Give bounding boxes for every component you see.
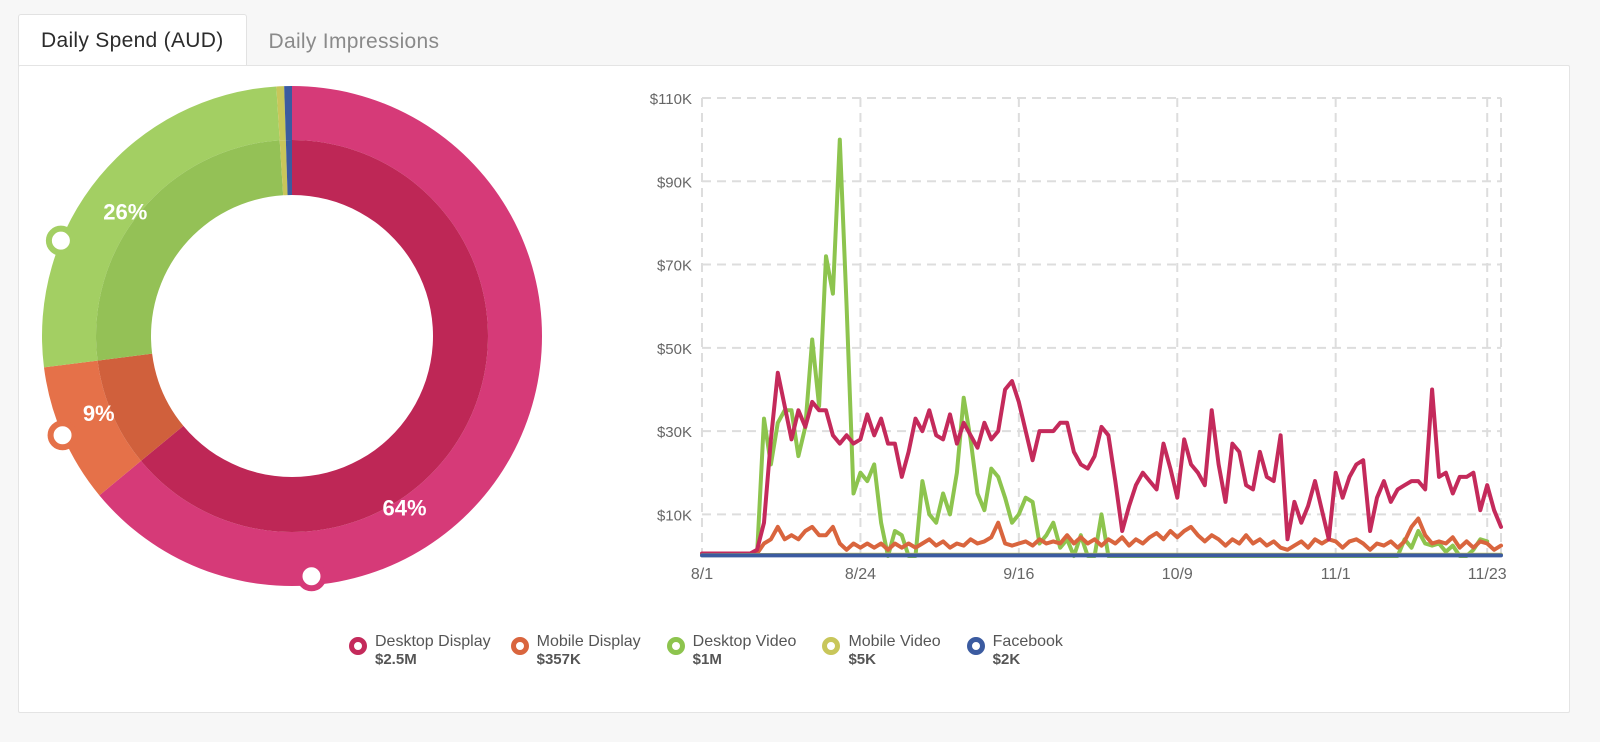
legend-item-desktop-video[interactable]: Desktop Video $1M: [666, 633, 797, 669]
donut-slice-outer: [276, 86, 286, 141]
legend-value: $2K: [992, 651, 1021, 668]
legend-value: $357K: [536, 651, 581, 668]
legend-item-mobile-video[interactable]: Mobile Video $5K: [822, 633, 941, 669]
legend-value: $2.5M: [375, 651, 417, 668]
donut-slice-inner: [279, 140, 288, 196]
donut-slice-marker[interactable]: [296, 561, 327, 592]
donut-slice-desktop-video[interactable]: [41, 86, 284, 368]
legend-marker: [966, 637, 985, 655]
legend-label: Mobile Video: [848, 633, 941, 650]
y-tick-label: $70K: [657, 258, 692, 275]
legend-item-mobile-display[interactable]: Mobile Display $357K: [510, 633, 641, 669]
legend-item-desktop-display[interactable]: Desktop Display $2.5M: [349, 633, 491, 669]
legend-label: Desktop Display: [375, 633, 491, 650]
y-tick-label: $90K: [657, 174, 692, 191]
tab-bar: Daily Spend (AUD) Daily Impressions: [18, 14, 461, 66]
legend-value: $1M: [692, 651, 722, 668]
line-chart: $110K $90K $70K $50K $30K $10K 8/1 8/24 9/16 10/9…: [650, 91, 1507, 583]
donut-slice-outer: [43, 360, 141, 496]
donut-slice-mobile-video[interactable]: [276, 86, 288, 196]
donut-chart: 64% 9% 26%: [41, 86, 542, 592]
y-tick-label: $30K: [657, 424, 692, 441]
x-tick-label: 10/9: [1162, 566, 1193, 583]
series-line-desktop-display[interactable]: [700, 370, 1503, 556]
donut-slice-marker[interactable]: [47, 420, 78, 451]
chart-legend: Desktop Display $2.5M Mobile Display $35…: [349, 633, 1063, 669]
y-tick-label: $50K: [657, 341, 692, 358]
legend-marker: [666, 637, 685, 655]
x-tick-label: 11/23: [1468, 566, 1507, 583]
donut-slice-inner: [285, 140, 292, 196]
donut-slice-label: 26%: [103, 200, 147, 225]
y-tick-label: $110K: [650, 91, 692, 108]
chart-panel: 64% 9% 26% $110K $90K $70K $50K $30K $10K 8/1 8/2…: [18, 65, 1570, 713]
x-tick-label: 11/1: [1321, 566, 1351, 583]
legend-marker: [510, 637, 529, 655]
donut-slice-label: 64%: [382, 495, 426, 520]
x-tick-label: 8/1: [691, 566, 713, 583]
x-tick-label: 8/24: [845, 566, 876, 583]
series-line-mobile-display[interactable]: [700, 516, 1503, 556]
donut-slice-mobile-display[interactable]: [43, 353, 184, 496]
donut-slice-inner: [140, 140, 488, 532]
donut-slice-inner: [95, 140, 284, 361]
series-line-desktop-video[interactable]: [700, 137, 1490, 558]
donut-slice-outer: [41, 86, 280, 368]
x-tick-label: 9/16: [1003, 566, 1034, 583]
donut-slice-desktop-display[interactable]: [99, 86, 542, 586]
donut-slice-marker[interactable]: [45, 225, 76, 256]
tab-daily-impressions[interactable]: Daily Impressions: [268, 30, 440, 53]
donut-slice-outer: [284, 86, 292, 141]
legend-marker: [822, 637, 841, 655]
legend-marker: [349, 637, 367, 655]
donut-slice-facebook[interactable]: [284, 86, 292, 196]
legend-label: Mobile Display: [536, 633, 641, 650]
tab-daily-spend[interactable]: Daily Spend (AUD): [18, 14, 247, 66]
donut-slice-label: 9%: [83, 401, 115, 426]
legend-label: Desktop Video: [692, 633, 797, 650]
donut-slice-outer: [99, 86, 542, 586]
legend-item-facebook[interactable]: Facebook $2K: [966, 633, 1063, 669]
y-tick-label: $10K: [657, 507, 692, 524]
legend-value: $5K: [848, 651, 876, 668]
donut-slice-inner: [97, 353, 184, 461]
legend-label: Facebook: [992, 633, 1063, 650]
